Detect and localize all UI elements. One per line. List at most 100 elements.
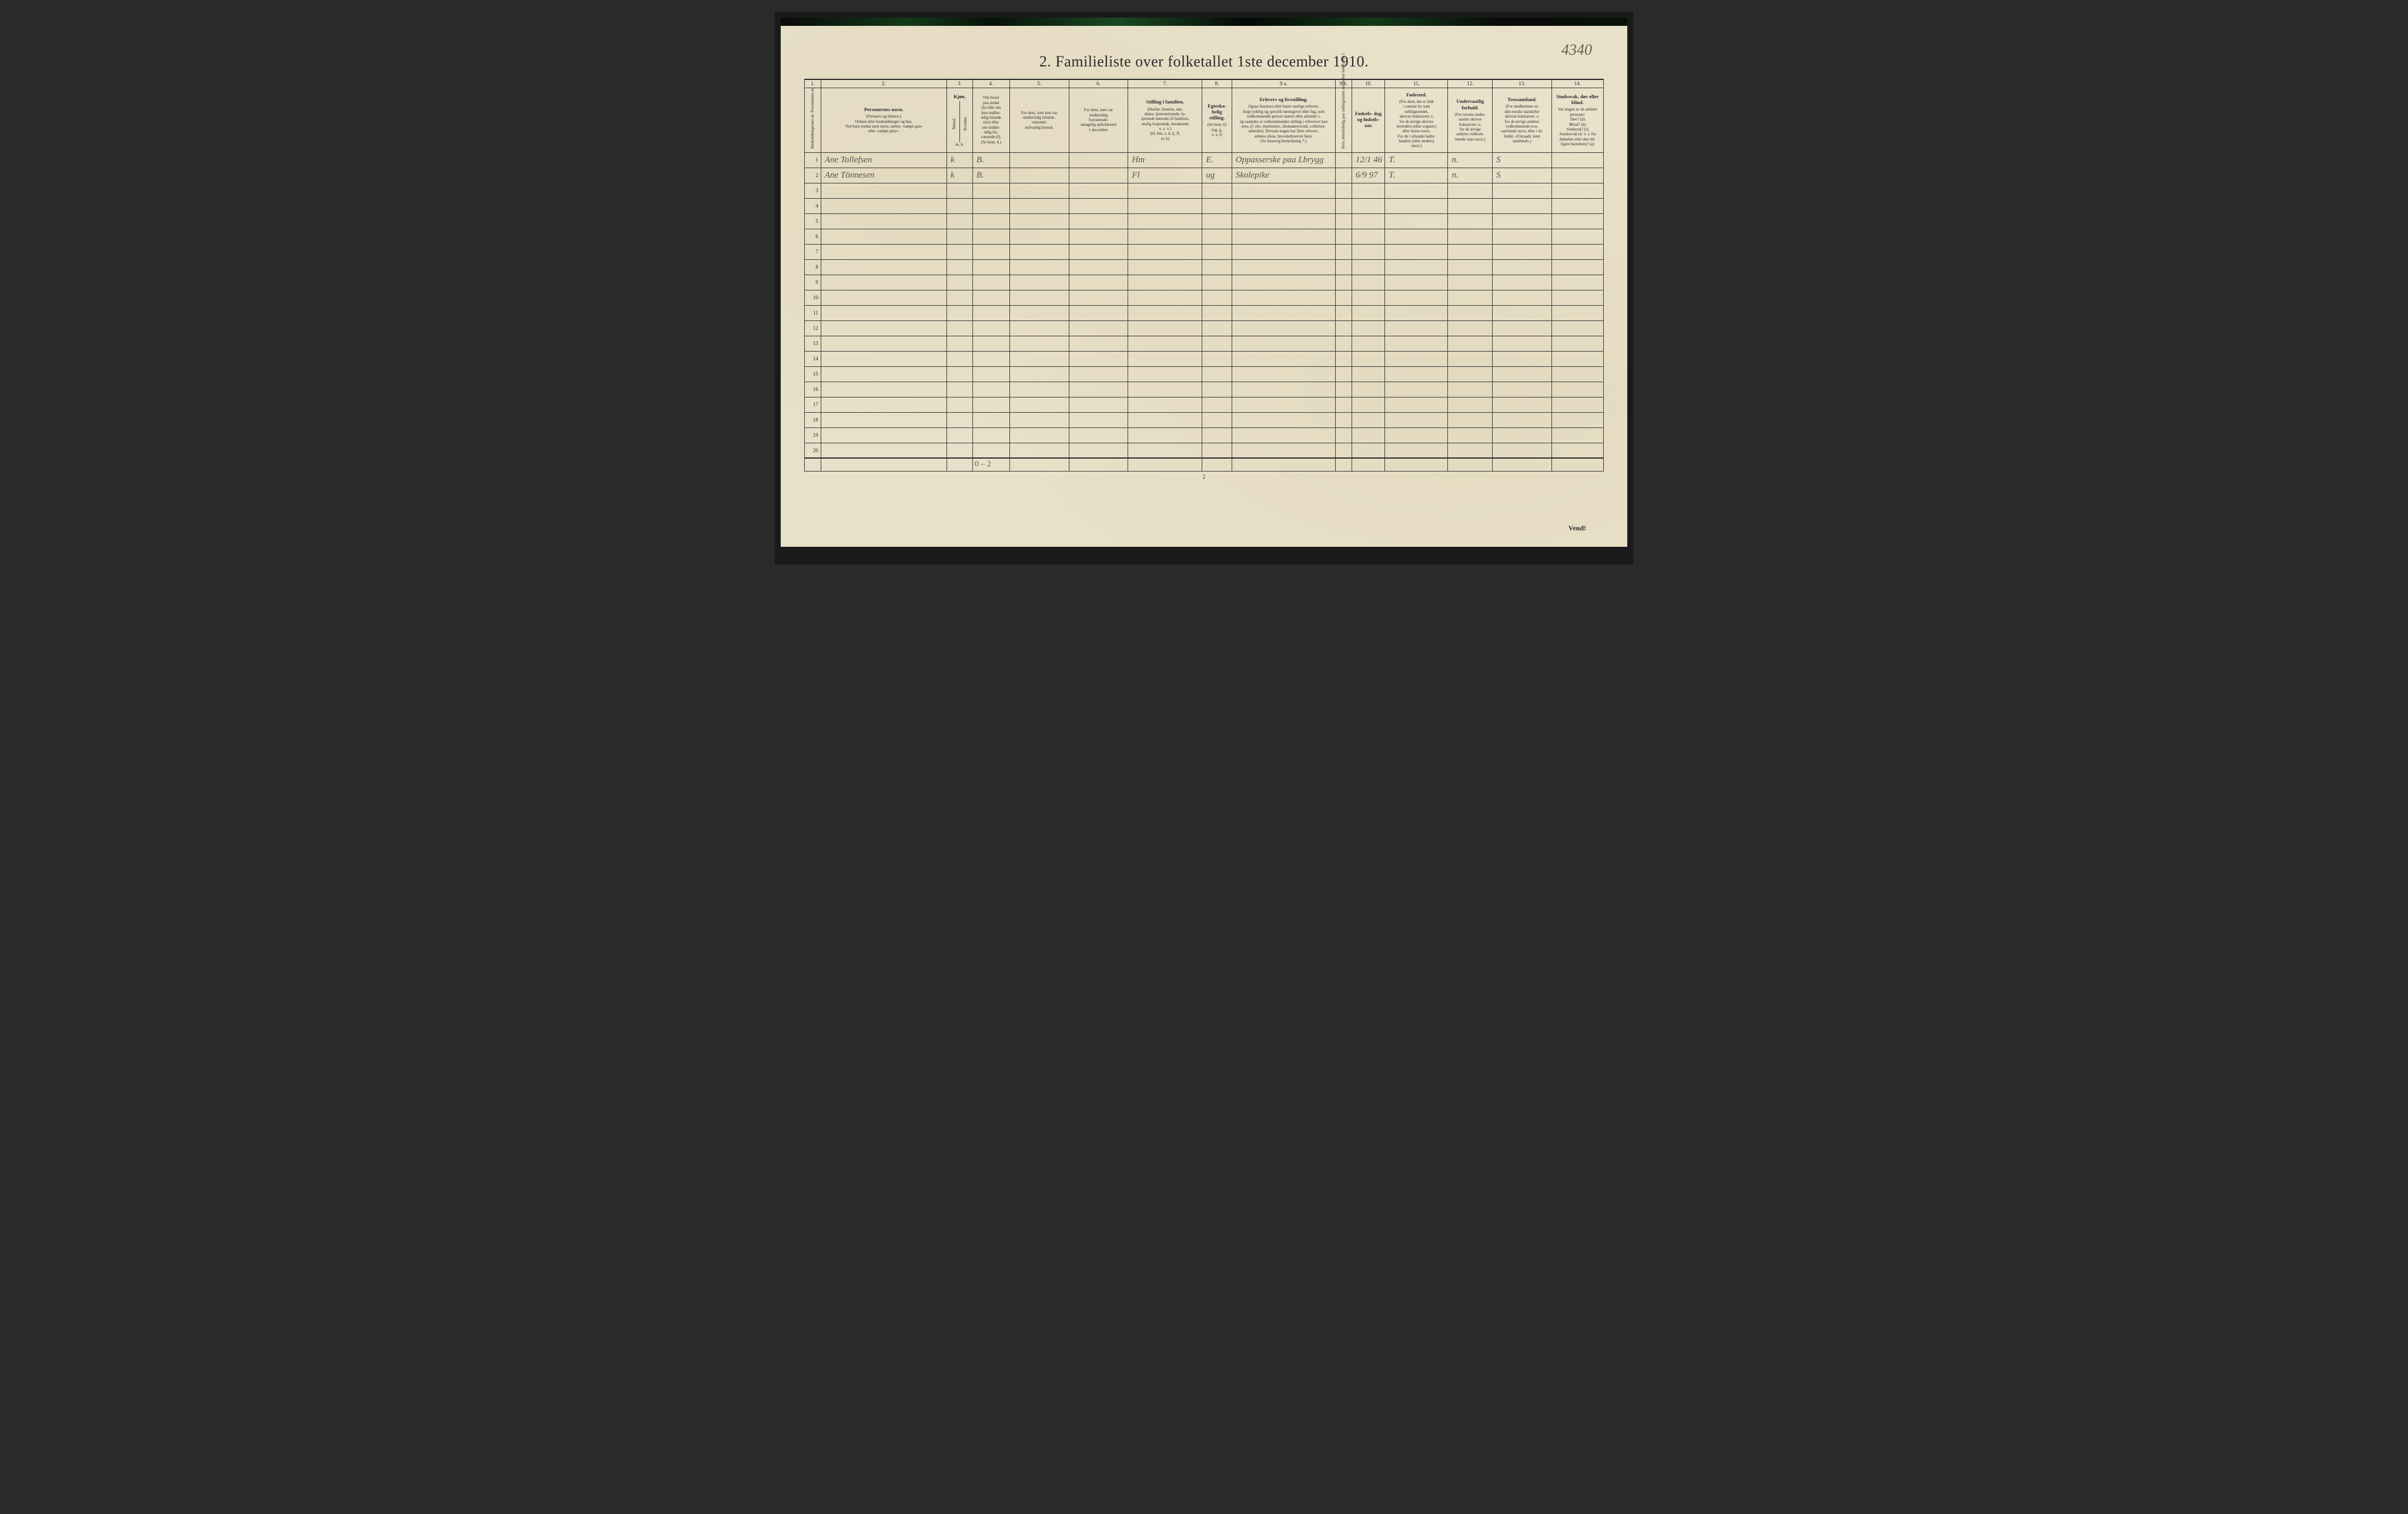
table-cell: k: [947, 152, 972, 168]
table-cell: [972, 183, 1009, 198]
table-cell: [1128, 198, 1202, 213]
table-cell: [1551, 152, 1603, 168]
table-cell: B.: [972, 168, 1009, 183]
table-cell: [1493, 198, 1552, 213]
table-cell: [1493, 458, 1552, 471]
table-cell: [821, 305, 947, 320]
table-cell: [1385, 198, 1448, 213]
table-cell: [1448, 382, 1493, 397]
footer-page-number: 2: [804, 474, 1604, 480]
table-cell: [1336, 351, 1352, 366]
table-row: 16: [805, 382, 1604, 397]
column-number: 14.: [1551, 79, 1603, 88]
table-cell: [1009, 168, 1069, 183]
table-cell: [1448, 198, 1493, 213]
table-row: 19: [805, 427, 1604, 443]
table-cell: [1009, 229, 1069, 244]
table-cell: [972, 305, 1009, 320]
table-cell: [1202, 427, 1232, 443]
table-cell: [1232, 397, 1335, 412]
table-cell: Skolepike: [1232, 168, 1335, 183]
table-cell: [1069, 183, 1128, 198]
table-cell: [947, 290, 972, 305]
table-cell: [1448, 229, 1493, 244]
table-cell: [1448, 290, 1493, 305]
table-cell: [1202, 320, 1232, 336]
table-cell: [1069, 366, 1128, 382]
table-cell: [1551, 351, 1603, 366]
table-cell: [1232, 275, 1335, 290]
table-cell: [1336, 213, 1352, 229]
table-row: 4: [805, 198, 1604, 213]
table-cell: [1009, 213, 1069, 229]
table-cell: [1202, 397, 1232, 412]
table-cell: [1448, 366, 1493, 382]
table-cell: [1232, 458, 1335, 471]
column-number: 4.: [972, 79, 1009, 88]
table-cell: [1551, 275, 1603, 290]
table-cell: [1385, 305, 1448, 320]
table-cell: [1551, 229, 1603, 244]
table-cell: [1232, 183, 1335, 198]
table-cell: [1069, 275, 1128, 290]
table-cell: [1352, 382, 1385, 397]
table-cell: [1385, 259, 1448, 275]
table-cell: [1385, 336, 1448, 351]
table-cell: [1551, 198, 1603, 213]
table-cell: ug: [1202, 168, 1232, 183]
table-cell: [1385, 366, 1448, 382]
table-cell: [1128, 213, 1202, 229]
column-header: Kjøn.Mænd.Kvinder.m. k.: [947, 88, 972, 152]
table-cell: [1385, 427, 1448, 443]
table-cell: 5915Oppasserske paa Lbrygg: [1232, 152, 1335, 168]
table-summary-row: 0 – 2: [805, 458, 1604, 471]
table-cell: [1336, 366, 1352, 382]
table-cell: [1069, 412, 1128, 427]
column-number-row: 1.2.3.4.5.6.7.8.9 a.9 b.10.11.12.13.14.: [805, 79, 1604, 88]
column-header: For dem, som var midlertidig fraværende:…: [1069, 88, 1128, 152]
table-cell: [821, 244, 947, 259]
table-cell: [1493, 427, 1552, 443]
table-cell: [1009, 259, 1069, 275]
table-row: 3: [805, 183, 1604, 198]
table-cell: [1385, 412, 1448, 427]
table-cell: [1232, 259, 1335, 275]
table-cell: [1128, 183, 1202, 198]
table-cell: [1202, 336, 1232, 351]
table-cell: [1551, 244, 1603, 259]
table-cell: [1232, 213, 1335, 229]
table-cell: [1352, 351, 1385, 366]
table-cell: [1202, 275, 1232, 290]
table-cell: [1069, 397, 1128, 412]
table-cell: [1385, 183, 1448, 198]
table-row: 18: [805, 412, 1604, 427]
table-cell: [1009, 198, 1069, 213]
table-cell: [1493, 412, 1552, 427]
table-cell: [1069, 458, 1128, 471]
table-cell: [1069, 443, 1128, 458]
table-cell: [947, 351, 972, 366]
table-cell: [972, 366, 1009, 382]
column-header: Egteska- belig stilling.(Se bem. 6) (ug,…: [1202, 88, 1232, 152]
table-cell: Ane Tönnesen: [821, 168, 947, 183]
table-cell: [947, 320, 972, 336]
table-row: 9: [805, 275, 1604, 290]
table-row: 13: [805, 336, 1604, 351]
table-cell: [1336, 305, 1352, 320]
table-cell: [1232, 351, 1335, 366]
table-cell: [1493, 397, 1552, 412]
table-cell: [1352, 275, 1385, 290]
table-cell: [1009, 412, 1069, 427]
table-cell: [821, 229, 947, 244]
table-cell: [821, 290, 947, 305]
table-cell: [1202, 198, 1232, 213]
table-cell: [1336, 382, 1352, 397]
table-cell: [947, 443, 972, 458]
table-cell: 15: [805, 366, 821, 382]
table-cell: [1493, 382, 1552, 397]
table-cell: [1352, 213, 1385, 229]
table-cell: [972, 198, 1009, 213]
table-cell: [972, 397, 1009, 412]
table-cell: [1352, 259, 1385, 275]
table-cell: [1551, 305, 1603, 320]
